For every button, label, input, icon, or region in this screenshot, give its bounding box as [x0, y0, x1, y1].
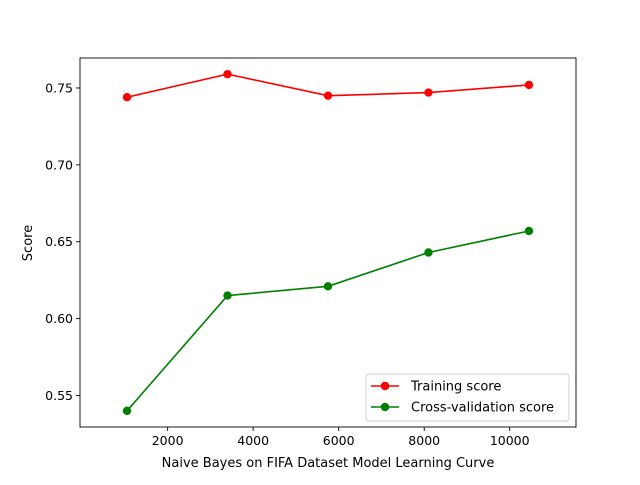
- data-point-1-4: [524, 226, 534, 236]
- legend-label-training: Training score: [410, 380, 501, 395]
- plot-frame: [79, 57, 577, 428]
- data-point-0-1: [223, 69, 232, 79]
- x-tick-label: 10000: [490, 433, 530, 448]
- y-tick-label: 0.70: [45, 157, 73, 172]
- y-tick-label: 0.55: [45, 388, 73, 403]
- legend-marker-training: [380, 381, 390, 391]
- data-point-1-3: [424, 248, 433, 257]
- legend-box: [365, 373, 570, 422]
- x-axis-label: Naive Bayes on FIFA Dataset Model Learni…: [162, 456, 495, 471]
- legend: Training score Cross-validation score: [365, 373, 570, 422]
- x-tick-label: 8000: [408, 433, 440, 448]
- data-point-1-2: [323, 282, 333, 291]
- x-tick-label: 4000: [237, 433, 269, 448]
- y-axis-label: Score: [21, 225, 36, 261]
- y-tick-label: 0.65: [45, 234, 73, 249]
- x-tick-label: 6000: [323, 433, 355, 448]
- x-tick-label: 2000: [152, 433, 184, 448]
- legend-label-cv: Cross-validation score: [411, 401, 554, 416]
- data-point-1-1: [223, 291, 232, 300]
- plot-area: [80, 58, 576, 427]
- legend-marker-cv: [380, 402, 390, 412]
- data-point-0-0: [122, 93, 132, 102]
- y-tick-label: 0.60: [45, 311, 73, 326]
- data-point-0-3: [424, 88, 433, 97]
- data-point-0-4: [524, 80, 534, 90]
- data-point-1-0: [122, 406, 132, 416]
- data-point-0-2: [323, 91, 333, 100]
- y-tick-label: 0.75: [45, 80, 73, 95]
